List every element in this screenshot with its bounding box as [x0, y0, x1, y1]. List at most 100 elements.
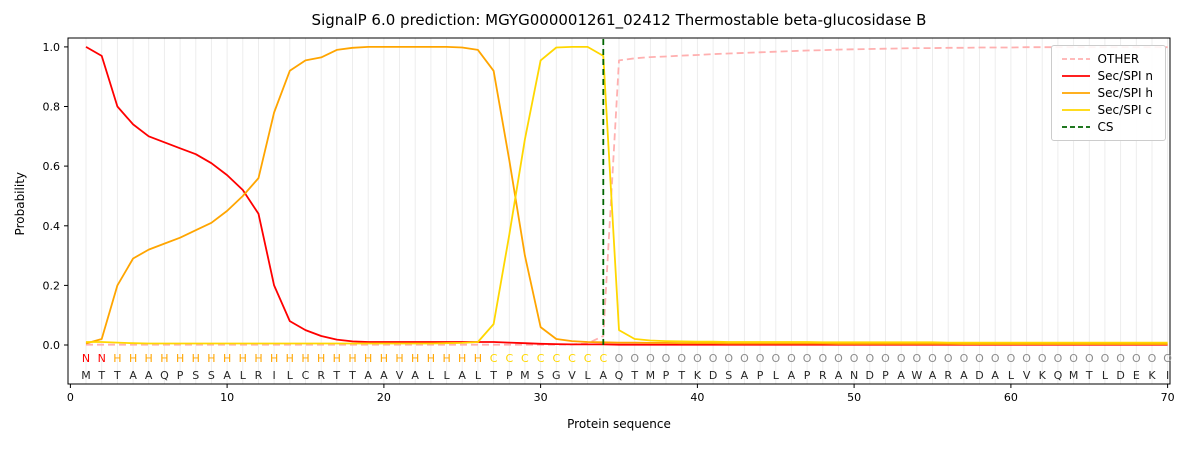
- svg-text:A: A: [835, 369, 843, 382]
- legend-label: Sec/SPI n: [1097, 69, 1153, 83]
- series-sec-spi-h: [85, 46, 1168, 346]
- svg-text:C: C: [505, 352, 513, 365]
- svg-text:L: L: [585, 369, 592, 382]
- y-axis-label: Probability: [13, 172, 27, 236]
- svg-text:O: O: [756, 352, 765, 365]
- svg-text:O: O: [630, 352, 639, 365]
- svg-text:A: A: [741, 369, 749, 382]
- svg-text:L: L: [240, 369, 247, 382]
- svg-text:M: M: [81, 369, 91, 382]
- legend-line-sample: [1061, 58, 1090, 60]
- svg-text:H: H: [239, 352, 247, 365]
- svg-text:0.6: 0.6: [43, 160, 61, 173]
- svg-text:L: L: [475, 369, 482, 382]
- svg-text:O: O: [1069, 352, 1078, 365]
- svg-text:O: O: [803, 352, 812, 365]
- svg-text:H: H: [442, 352, 450, 365]
- chart-title: SignalP 6.0 prediction: MGYG000001261_02…: [311, 11, 927, 29]
- svg-text:A: A: [380, 369, 388, 382]
- svg-text:Q: Q: [615, 369, 624, 382]
- svg-text:O: O: [1132, 352, 1141, 365]
- series-sec-spi-c: [86, 46, 1168, 345]
- svg-text:A: A: [929, 369, 937, 382]
- svg-text:V: V: [396, 369, 404, 382]
- svg-text:D: D: [1116, 369, 1124, 382]
- svg-text:K: K: [1148, 369, 1156, 382]
- svg-text:N: N: [82, 352, 90, 365]
- svg-text:A: A: [897, 369, 905, 382]
- svg-text:0.2: 0.2: [43, 279, 61, 292]
- svg-text:S: S: [725, 369, 732, 382]
- svg-text:0.8: 0.8: [43, 101, 61, 114]
- svg-text:H: H: [427, 352, 435, 365]
- svg-text:R: R: [255, 369, 263, 382]
- series-other: [86, 46, 1168, 346]
- svg-text:O: O: [1054, 352, 1063, 365]
- svg-text:0.4: 0.4: [43, 220, 61, 233]
- svg-text:L: L: [1102, 369, 1109, 382]
- svg-text:T: T: [1085, 369, 1093, 382]
- legend-label: Sec/SPI c: [1097, 103, 1152, 117]
- svg-text:O: O: [1148, 352, 1157, 365]
- svg-text:0: 0: [67, 391, 74, 404]
- legend-label: Sec/SPI h: [1097, 86, 1153, 100]
- svg-text:L: L: [1008, 369, 1015, 382]
- svg-text:A: A: [991, 369, 999, 382]
- svg-text:L: L: [428, 369, 435, 382]
- legend-item-sec-spi-c: Sec/SPI c: [1061, 104, 1153, 116]
- svg-text:L: L: [287, 369, 294, 382]
- svg-text:D: D: [975, 369, 983, 382]
- svg-text:O: O: [928, 352, 937, 365]
- svg-text:H: H: [145, 352, 153, 365]
- svg-text:G: G: [552, 369, 561, 382]
- gridlines: [85, 38, 1169, 384]
- svg-text:R: R: [819, 369, 827, 382]
- svg-text:H: H: [192, 352, 200, 365]
- svg-text:A: A: [223, 369, 231, 382]
- svg-text:D: D: [709, 369, 717, 382]
- svg-text:O: O: [677, 352, 686, 365]
- svg-text:A: A: [129, 369, 137, 382]
- svg-text:A: A: [600, 369, 608, 382]
- svg-text:C: C: [568, 352, 576, 365]
- svg-text:T: T: [489, 369, 497, 382]
- svg-text:O: O: [724, 352, 733, 365]
- svg-text:K: K: [694, 369, 702, 382]
- svg-text:H: H: [270, 352, 278, 365]
- svg-text:O: O: [693, 352, 702, 365]
- svg-text:10: 10: [220, 391, 234, 404]
- svg-text:40: 40: [690, 391, 704, 404]
- svg-text:T: T: [332, 369, 340, 382]
- svg-text:O: O: [881, 352, 890, 365]
- svg-text:P: P: [177, 369, 184, 382]
- svg-text:D: D: [866, 369, 874, 382]
- svg-text:O: O: [1022, 352, 1031, 365]
- svg-text:M: M: [1069, 369, 1079, 382]
- svg-text:O: O: [1116, 352, 1125, 365]
- legend-item-other: OTHER: [1061, 53, 1153, 65]
- svg-text:C: C: [552, 352, 560, 365]
- svg-text:O: O: [740, 352, 749, 365]
- svg-text:C: C: [302, 369, 310, 382]
- svg-text:50: 50: [847, 391, 861, 404]
- svg-text:20: 20: [377, 391, 391, 404]
- svg-text:O: O: [834, 352, 843, 365]
- svg-text:M: M: [646, 369, 656, 382]
- svg-text:H: H: [364, 352, 372, 365]
- svg-text:O: O: [1101, 352, 1110, 365]
- svg-text:O: O: [850, 352, 859, 365]
- x-tick-labels: 0 10 20 30 40 50 60 70: [67, 384, 1175, 404]
- svg-text:S: S: [192, 369, 199, 382]
- legend-line-sample: [1061, 75, 1090, 77]
- svg-text:30: 30: [534, 391, 548, 404]
- legend-item-sec-spi-n: Sec/SPI n: [1061, 70, 1153, 82]
- svg-text:Q: Q: [160, 369, 169, 382]
- svg-text:P: P: [757, 369, 764, 382]
- svg-text:C: C: [584, 352, 592, 365]
- svg-text:O: O: [944, 352, 953, 365]
- svg-text:W: W: [911, 369, 922, 382]
- svg-text:C: C: [490, 352, 498, 365]
- svg-text:H: H: [301, 352, 309, 365]
